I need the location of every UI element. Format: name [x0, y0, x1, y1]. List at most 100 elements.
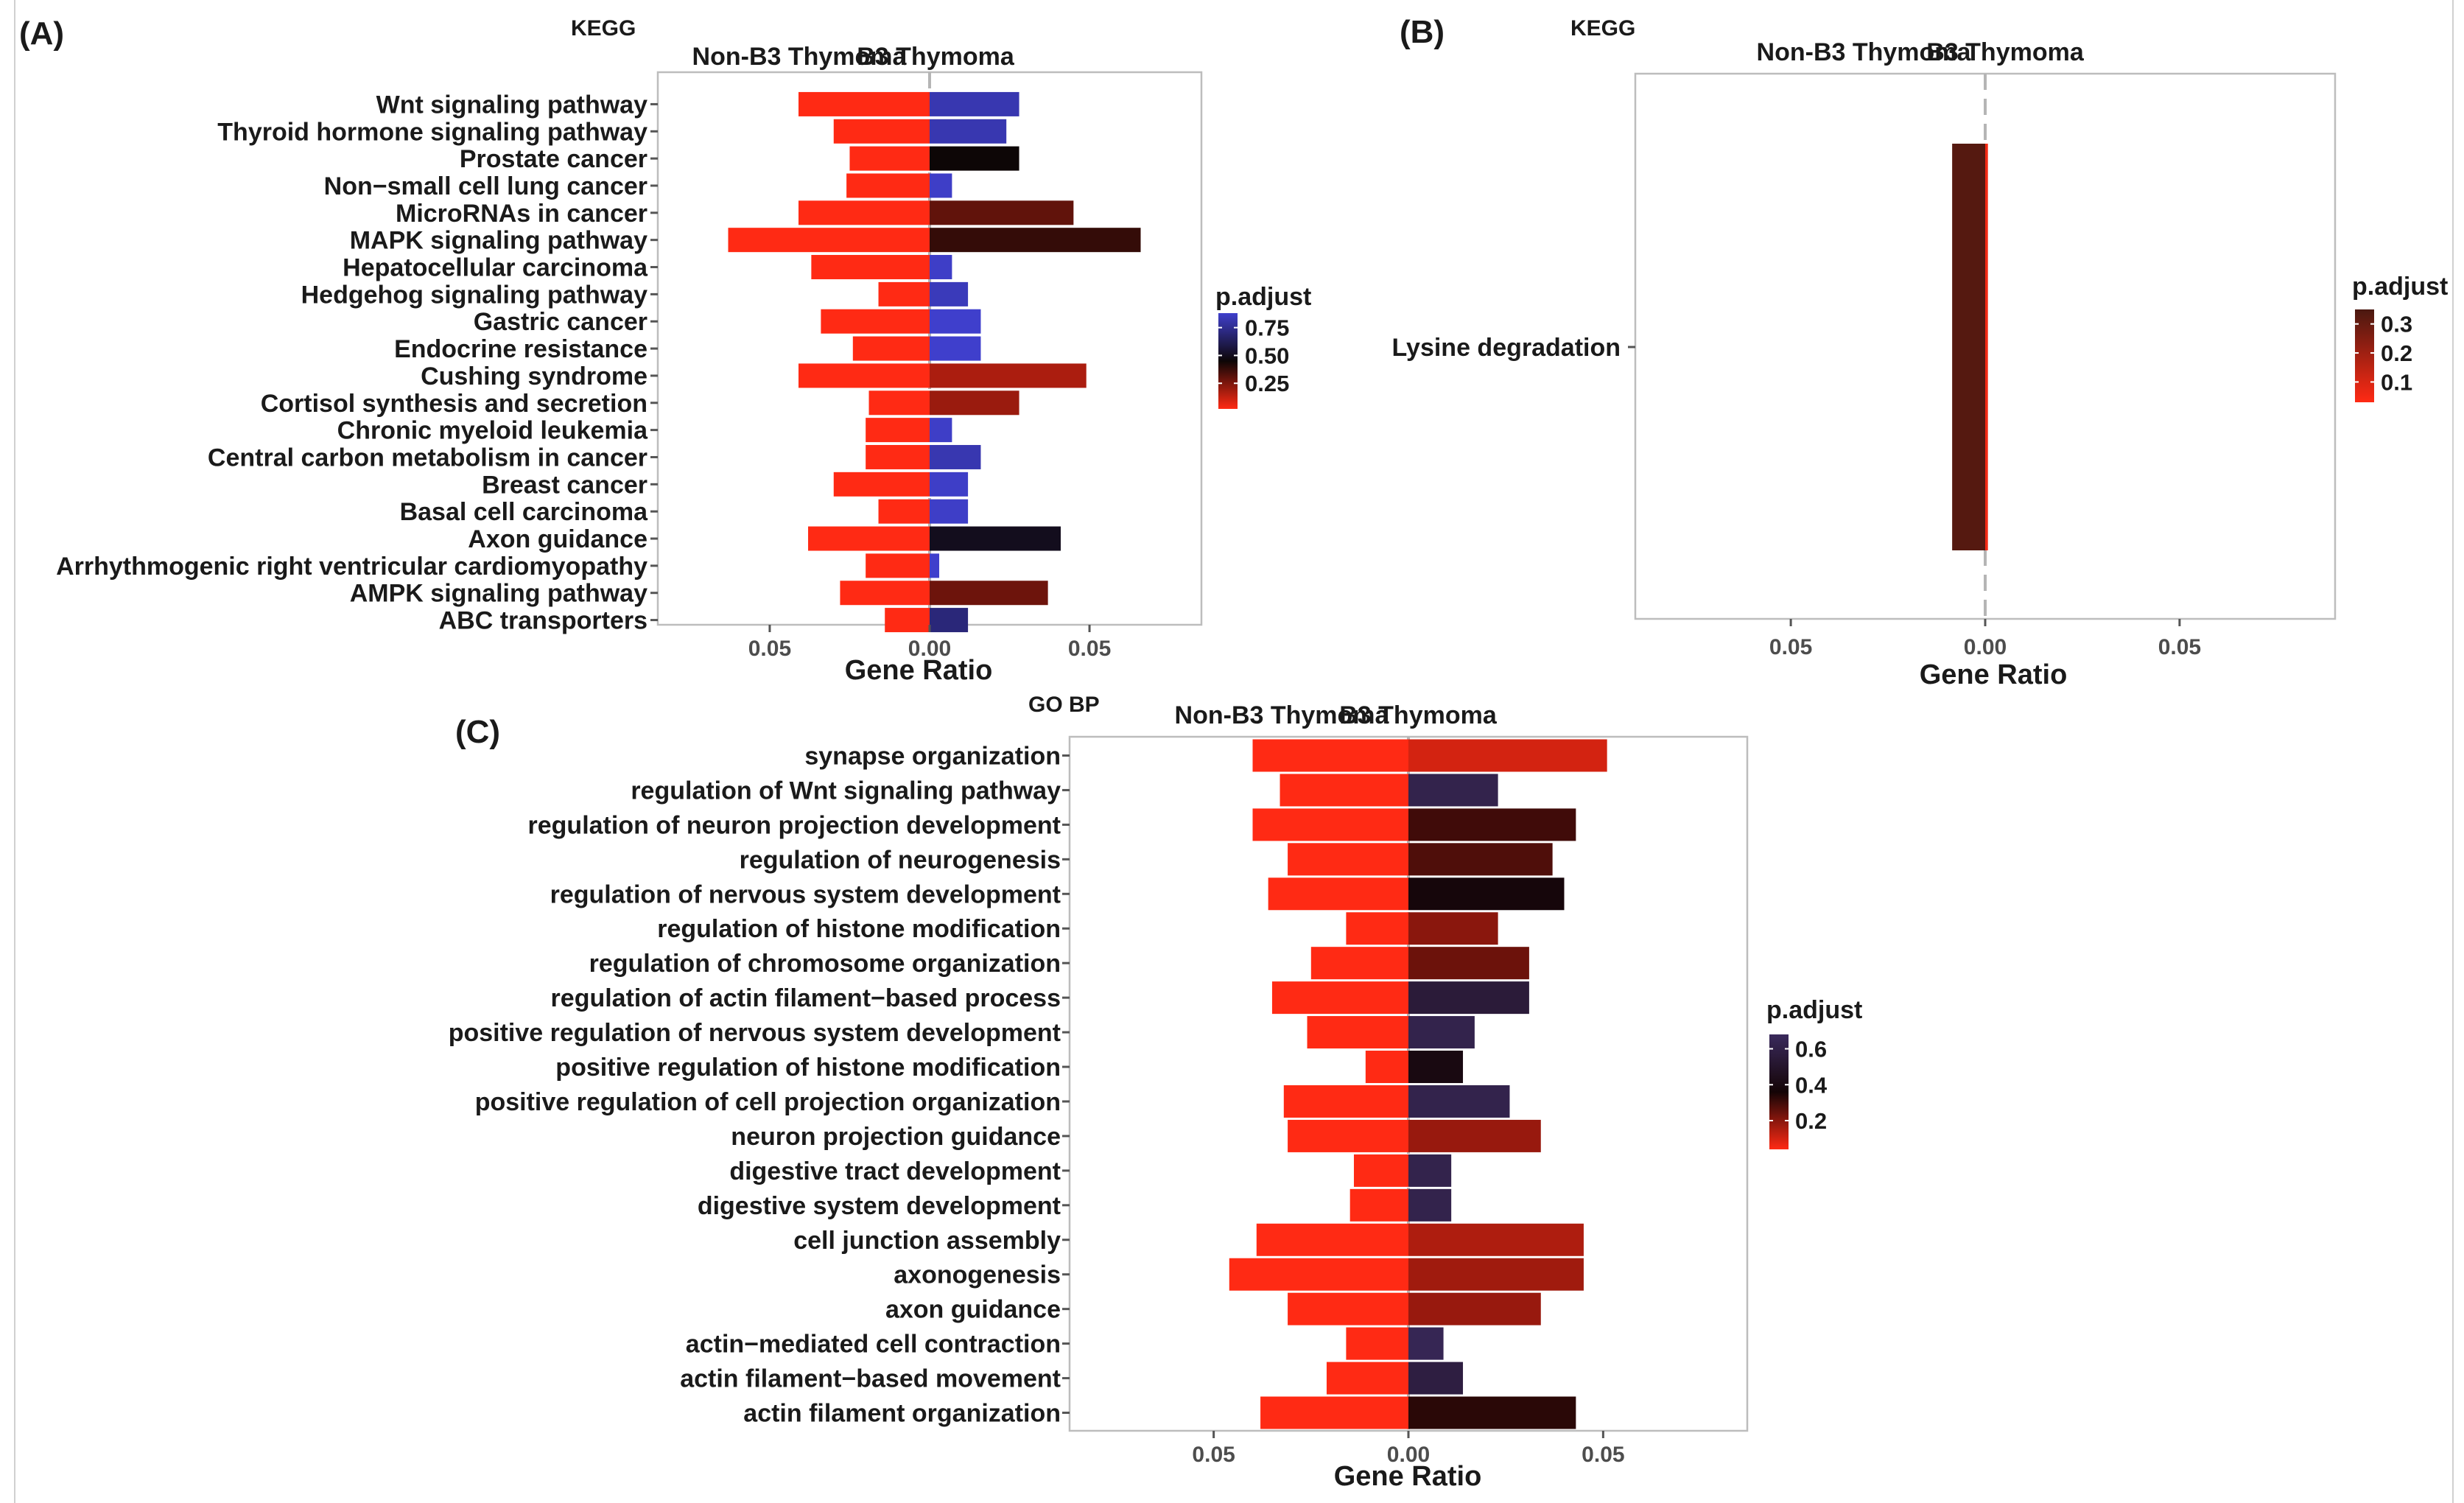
bar-b3 — [930, 119, 1007, 144]
bar-non-b3 — [1280, 774, 1408, 807]
group-label-non-b3: Non-B3 Thymoma — [1175, 701, 1390, 729]
category-label: Non−small cell lung cancer — [324, 172, 647, 200]
bar-b3 — [930, 309, 981, 334]
bar-non-b3 — [833, 119, 930, 144]
bar-non-b3 — [728, 228, 930, 253]
category-label: regulation of nervous system development — [550, 880, 1061, 908]
bar-non-b3 — [1271, 981, 1408, 1015]
bar-non-b3 — [1252, 739, 1408, 772]
category-label: Hedgehog signaling pathway — [301, 281, 647, 309]
bar-b3 — [930, 608, 969, 633]
bar-non-b3 — [1260, 1396, 1408, 1429]
bar-b3 — [1408, 877, 1565, 911]
bar-b3 — [1985, 144, 1988, 550]
bar-b3 — [1408, 1188, 1452, 1222]
bar-b3 — [930, 363, 1087, 388]
bar-non-b3 — [878, 499, 930, 524]
bar-b3 — [930, 499, 969, 524]
bar-b3 — [1408, 947, 1529, 980]
bar-b3 — [930, 444, 981, 469]
x-tick-label: 0.05 — [748, 637, 791, 661]
bar-b3 — [1408, 1223, 1584, 1256]
bar-b3 — [1408, 1016, 1475, 1049]
category-label: actin filament organization — [743, 1400, 1061, 1428]
bar-non-b3 — [1310, 947, 1408, 980]
bar-non-b3 — [840, 581, 930, 606]
category-label: MicroRNAs in cancer — [396, 200, 647, 228]
category-label: Basal cell carcinoma — [400, 498, 649, 526]
bar-b3 — [930, 390, 1019, 416]
bar-non-b3 — [1349, 1188, 1408, 1222]
category-label: regulation of histone modification — [657, 915, 1061, 943]
bar-b3 — [930, 526, 1061, 551]
bar-b3 — [1408, 739, 1607, 772]
category-label: MAPK signaling pathway — [350, 227, 647, 255]
x-tick-label: 0.00 — [1964, 635, 2007, 659]
bar-non-b3 — [866, 444, 930, 469]
bar-b3 — [930, 255, 952, 280]
bar-b3 — [930, 173, 952, 198]
chart-title: KEGG — [1570, 16, 1635, 41]
category-label: Hepatocellular carcinoma — [343, 254, 648, 282]
bar-non-b3 — [868, 390, 930, 416]
bar-b3 — [1408, 843, 1553, 876]
category-label: actin filament−based movement — [680, 1365, 1061, 1393]
x-axis-title: Gene Ratio — [845, 655, 993, 686]
bar-b3 — [930, 418, 952, 443]
category-label: axon guidance — [885, 1296, 1061, 1324]
bar-b3 — [1408, 1396, 1576, 1429]
category-label: Breast cancer — [482, 471, 647, 499]
bar-non-b3 — [1288, 843, 1408, 876]
bar-non-b3 — [1288, 1119, 1408, 1152]
legend-colorbar — [2355, 309, 2374, 402]
bar-b3 — [1408, 1362, 1464, 1395]
group-label-b3: B3 Thymoma — [857, 43, 1015, 71]
x-tick-label: 0.00 — [908, 637, 951, 661]
bar-b3 — [1408, 1327, 1444, 1360]
bar-non-b3 — [1252, 808, 1408, 841]
category-label: positive regulation of nervous system de… — [449, 1019, 1061, 1047]
legend-tick-label: 0.2 — [1795, 1108, 1827, 1134]
category-label: Thyroid hormone signaling pathway — [217, 118, 647, 146]
category-label: Cushing syndrome — [421, 362, 647, 390]
category-label: ABC transporters — [439, 607, 647, 635]
legend-tick-label: 0.4 — [1795, 1072, 1828, 1098]
bar-non-b3 — [1307, 1016, 1408, 1049]
category-label: Prostate cancer — [460, 145, 647, 173]
bar-non-b3 — [1256, 1223, 1408, 1256]
category-label: positive regulation of cell projection o… — [475, 1088, 1061, 1116]
category-label: regulation of actin filament−based proce… — [551, 984, 1061, 1012]
chart-title: GO BP — [1028, 693, 1100, 717]
bar-non-b3 — [849, 146, 930, 171]
legend-colorbar — [1218, 313, 1238, 409]
bar-b3 — [1408, 1051, 1464, 1084]
category-label: Axon guidance — [468, 525, 647, 553]
category-label: positive regulation of histone modificat… — [555, 1054, 1061, 1082]
bar-b3 — [930, 200, 1074, 225]
legend-tick-label: 0.2 — [2381, 340, 2412, 366]
category-label: neuron projection guidance — [731, 1123, 1061, 1151]
category-label: synapse organization — [804, 742, 1061, 770]
bar-b3 — [930, 228, 1141, 253]
bar-b3 — [1408, 912, 1498, 945]
bar-non-b3 — [798, 91, 930, 116]
panel-label: (A) — [19, 15, 64, 52]
legend-tick-label: 0.3 — [2381, 312, 2412, 337]
category-label: digestive tract development — [729, 1157, 1061, 1185]
category-label: Lysine degradation — [1392, 334, 1621, 362]
category-label: axonogenesis — [894, 1261, 1061, 1289]
bar-non-b3 — [852, 336, 930, 361]
category-label: Gastric cancer — [474, 308, 647, 336]
bar-non-b3 — [1346, 912, 1408, 945]
bar-b3 — [1408, 981, 1529, 1015]
bar-non-b3 — [846, 173, 930, 198]
category-label: Endocrine resistance — [394, 335, 647, 363]
category-label: Arrhythmogenic right ventricular cardiom… — [56, 553, 647, 581]
legend-tick-label: 0.1 — [2381, 369, 2412, 395]
category-label: regulation of neurogenesis — [740, 846, 1061, 874]
x-tick-label: 0.00 — [1387, 1443, 1430, 1467]
bar-non-b3 — [833, 472, 930, 497]
category-label: actin−mediated cell contraction — [686, 1331, 1061, 1359]
